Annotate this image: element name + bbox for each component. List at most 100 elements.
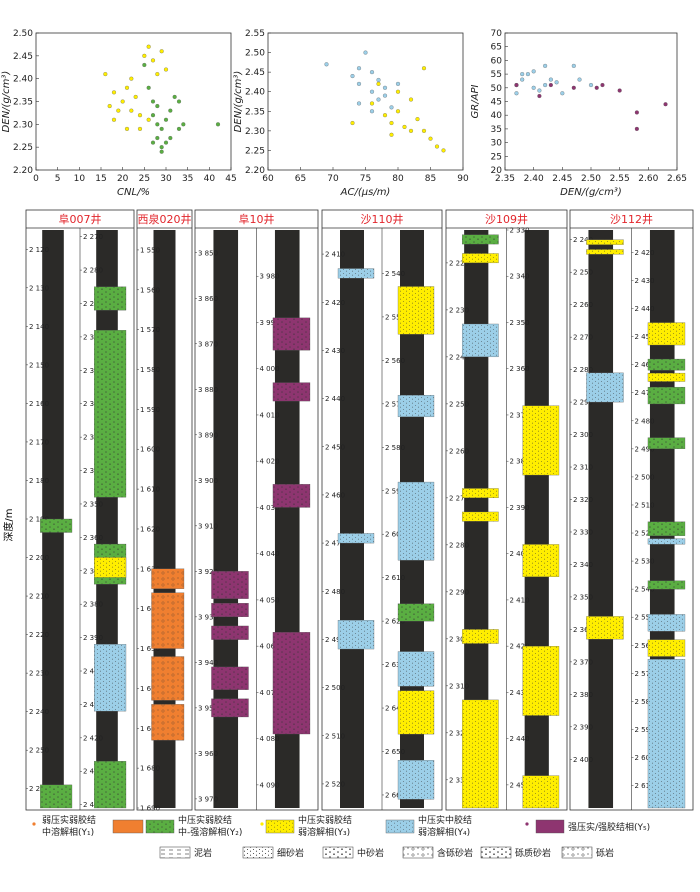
legend-lithology-6: 砾岩 xyxy=(562,847,614,859)
legend-line2: 中溶解相(Y₁) xyxy=(42,826,94,838)
x-tick-label: 2.40 xyxy=(524,174,544,184)
depth-tick-label: 2 200 xyxy=(29,554,49,562)
legend-line1: 强压实/强胶结相(Y₅) xyxy=(568,821,650,833)
depth-tick-label: 2 330 xyxy=(510,227,530,235)
facies-texture xyxy=(338,533,374,543)
data-point xyxy=(390,121,394,125)
data-point xyxy=(147,118,151,122)
data-point xyxy=(160,127,164,131)
data-point xyxy=(164,68,168,72)
facies-texture xyxy=(152,657,185,701)
data-point xyxy=(377,78,381,82)
depth-tick-label: 4 080 xyxy=(260,735,280,743)
depth-tick-label: 1 590 xyxy=(140,406,160,414)
legend-line2: 弱溶解相(Y₄) xyxy=(418,826,470,838)
data-point xyxy=(538,89,542,93)
data-point xyxy=(572,86,576,90)
y-tick-label: 2.30 xyxy=(13,120,33,130)
depth-tick-label: 1 620 xyxy=(140,525,160,533)
facies-texture xyxy=(462,629,498,643)
data-point xyxy=(164,141,168,145)
facies-texture xyxy=(462,512,498,521)
data-point xyxy=(177,100,181,104)
depth-tick-label: 2 250 xyxy=(573,269,593,277)
lithology-name: 泥岩 xyxy=(194,847,212,859)
plot-frame xyxy=(505,33,677,170)
data-point xyxy=(383,94,387,98)
facies-texture xyxy=(152,704,185,740)
depth-tick-label: 4 050 xyxy=(260,596,280,604)
depth-tick-label: 2 290 xyxy=(449,588,469,596)
x-tick-label: 2.55 xyxy=(610,174,630,184)
depth-tick-label: 2 160 xyxy=(29,400,49,408)
x-tick-label: 45 xyxy=(225,174,236,184)
x-tick-label: 5 xyxy=(55,174,61,184)
data-point xyxy=(435,145,439,149)
facies-texture xyxy=(648,359,685,370)
depth-tick-label: 2 610 xyxy=(385,574,405,582)
data-point xyxy=(173,95,177,99)
facies-texture xyxy=(523,544,559,576)
data-point xyxy=(635,111,639,115)
data-point xyxy=(155,122,159,126)
data-point xyxy=(155,72,159,76)
data-point xyxy=(409,129,413,133)
facies-texture xyxy=(648,640,685,657)
y-tick-label: 2.35 xyxy=(245,107,265,117)
facies-texture xyxy=(586,249,623,254)
facies-texture xyxy=(586,616,623,639)
legend-lithology-5: 砾质砂岩 xyxy=(481,847,551,859)
legend-line1: 中压实弱胶结 xyxy=(298,814,352,826)
lithology-name: 砾质砂岩 xyxy=(515,847,551,859)
data-point xyxy=(129,109,133,113)
lithology-column xyxy=(588,230,613,808)
data-point xyxy=(351,74,355,78)
data-point xyxy=(390,105,394,109)
legend-swatch-texture xyxy=(266,820,294,833)
depth-tick-label: 2 260 xyxy=(573,301,593,309)
depth-tick-label: 2 270 xyxy=(83,233,103,241)
y-tick-label: 2.35 xyxy=(13,98,33,108)
facies-texture xyxy=(462,488,498,497)
legend-line2: 中-强溶解相(Y₂) xyxy=(178,826,242,838)
data-point xyxy=(125,127,129,131)
depth-tick-label: 2 440 xyxy=(510,735,530,743)
lithology-name: 中砂岩 xyxy=(357,847,384,859)
legend-swatch xyxy=(536,820,564,833)
lithology-swatch-pattern xyxy=(243,847,273,858)
data-point xyxy=(112,90,116,94)
data-point xyxy=(151,113,155,117)
data-point xyxy=(383,113,387,117)
facies-texture xyxy=(648,387,685,404)
depth-tick-label: 2 210 xyxy=(29,593,49,601)
data-point xyxy=(160,49,164,53)
depth-tick-label: 1 550 xyxy=(140,246,160,254)
y-tick-label: 2.50 xyxy=(245,49,265,59)
x-tick-label: 2.65 xyxy=(667,174,687,184)
legend-lithology-4: 含砾砂岩 xyxy=(403,847,473,859)
data-point xyxy=(168,109,172,113)
y-tick-label: 40 xyxy=(491,111,503,121)
x-tick-label: 20 xyxy=(117,174,129,184)
data-point xyxy=(108,104,112,108)
data-point xyxy=(442,149,446,153)
data-point xyxy=(155,104,159,108)
depth-tick-label: 2 420 xyxy=(83,734,103,742)
y-tick-label: 70 xyxy=(491,29,503,39)
lithology-column xyxy=(340,230,364,808)
depth-tick-label: 2 400 xyxy=(573,756,593,764)
legend-facies-y5: 强压实/强胶结相(Y₅) xyxy=(525,820,650,833)
data-point xyxy=(422,66,426,70)
legend-line2: 弱溶解相(Y₃) xyxy=(298,826,350,838)
lithology-name: 细砂岩 xyxy=(277,847,304,859)
data-point xyxy=(560,91,564,95)
legend-line1: 中压实弱胶结 xyxy=(178,814,232,826)
data-point xyxy=(357,102,361,106)
data-point xyxy=(129,77,133,81)
